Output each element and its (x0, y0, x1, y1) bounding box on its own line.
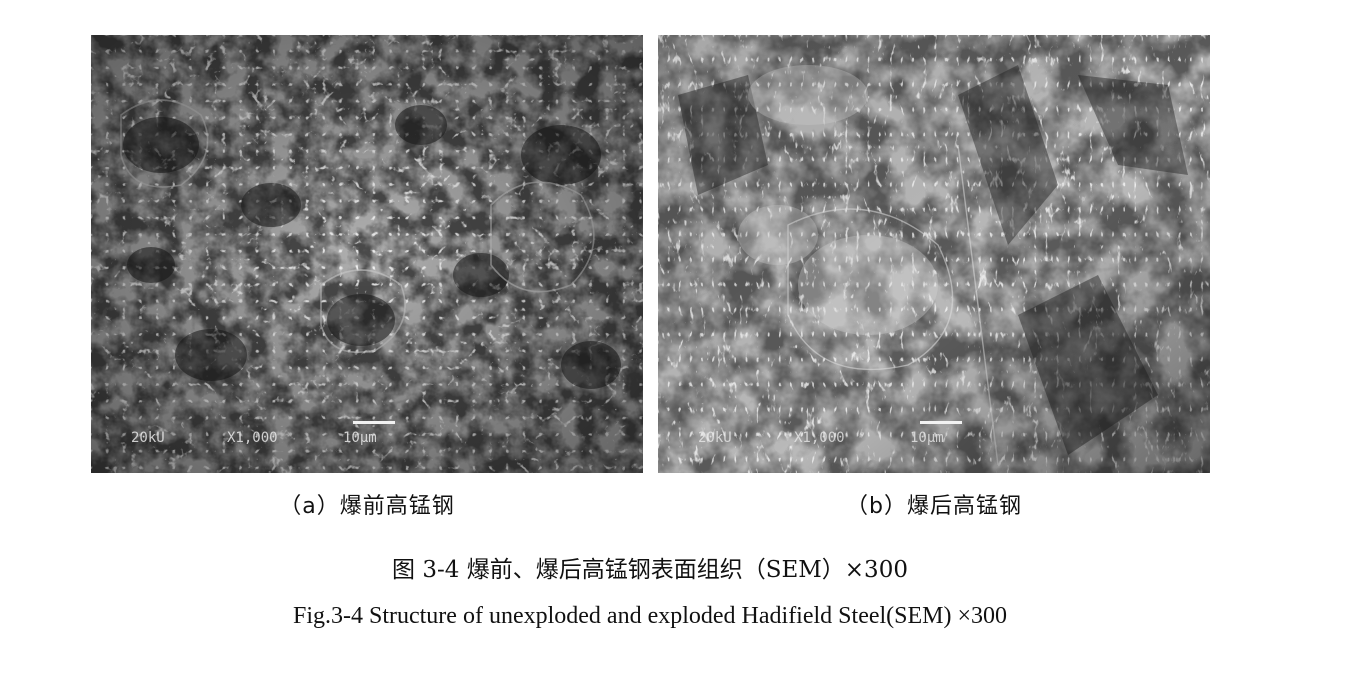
subfigure-caption-b: （b）爆后高锰钢 (846, 494, 1022, 519)
sem-scale-label: 10μm (343, 430, 377, 446)
sem-image-after-explosion: 20kU X1,000 10μm (658, 35, 1210, 473)
scale-bar (353, 421, 395, 424)
sem-scale-label: 10μm (910, 430, 944, 446)
subfigure-caption-a: （a）爆前高锰钢 (279, 494, 455, 519)
sem-magnification-label: X1,000 (227, 430, 278, 446)
sem-micrograph-dimpled-fracture-image: 20kU X1,000 10μm (91, 35, 643, 473)
sem-magnification-label: X1,000 (794, 430, 845, 446)
figure-caption-english: Fig.3-4 Structure of unexploded and expl… (292, 603, 1008, 629)
figure-caption-chinese: 图 3-4 爆前、爆后高锰钢表面组织（SEM）×300 (392, 557, 908, 583)
sem-image-before-explosion: 20kU X1,000 10μm (91, 35, 643, 473)
sem-voltage-label: 20kU (698, 430, 732, 446)
sem-micrograph-exploded-surface-image: 20kU X1,000 10μm (658, 35, 1210, 473)
scale-bar (920, 421, 962, 424)
sem-voltage-label: 20kU (131, 430, 165, 446)
